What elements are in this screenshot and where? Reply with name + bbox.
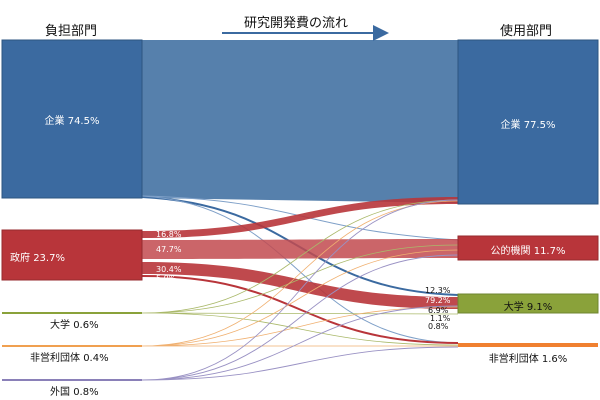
flow-business-to-nonprofit — [141, 195, 459, 344]
flow-business-to-business — [142, 40, 458, 203]
target-node-nonprofit — [458, 343, 598, 347]
university-inflow-university: 6.9% — [428, 306, 449, 315]
university-inflow-foreign: 0.8% — [428, 322, 449, 331]
target-label-nonprofit: 非営利団体 1.6% — [488, 354, 568, 365]
target-node-public — [457, 235, 599, 261]
flow-government-to-university — [142, 262, 458, 309]
source-label-business: 企業 74.5% — [44, 116, 100, 127]
source-label-nonprofit: 非営利団体 0.4% — [30, 353, 109, 364]
government-share-university: 30.4% — [156, 265, 182, 274]
target-label-public: 公的機関 11.7% — [490, 246, 566, 257]
target-node-university — [457, 293, 599, 314]
target-label-university: 大学 9.1% — [503, 302, 553, 313]
government-share-business: 16.8% — [156, 230, 182, 239]
source-node-university — [2, 312, 142, 314]
flow-nonprofit-lines — [141, 200, 459, 347]
source-node-government — [1, 229, 143, 281]
source-node-business — [1, 39, 143, 199]
government-share-public: 47.7% — [156, 245, 182, 254]
flow-government-to-business — [142, 197, 458, 238]
source-header: 負担部門 — [45, 24, 98, 39]
source-label-foreign: 外国 0.8% — [50, 387, 99, 398]
flow-foreign-lines — [141, 199, 459, 381]
target-label-business: 企業 77.5% — [500, 120, 556, 131]
source-node-nonprofit — [2, 345, 142, 347]
flow-government-to-nonprofit — [141, 275, 459, 344]
flow-government-to-public — [142, 239, 458, 259]
university-inflow-government: 79.2% — [425, 296, 451, 305]
flow-university-lines — [141, 199, 459, 346]
target-node-business — [457, 39, 599, 205]
source-label-government: 政府 23.7% — [10, 253, 65, 264]
target-header: 使用部門 — [500, 24, 553, 39]
government-share-nonprofit: 5.0% — [156, 274, 177, 283]
university-inflow-business: 12.3% — [425, 286, 451, 295]
source-node-foreign — [2, 379, 142, 381]
university-inflow-nonprofit: 1.1% — [430, 314, 451, 323]
flow-header: 研究開発費の流れ — [244, 16, 349, 31]
source-label-university: 大学 0.6% — [50, 320, 99, 331]
